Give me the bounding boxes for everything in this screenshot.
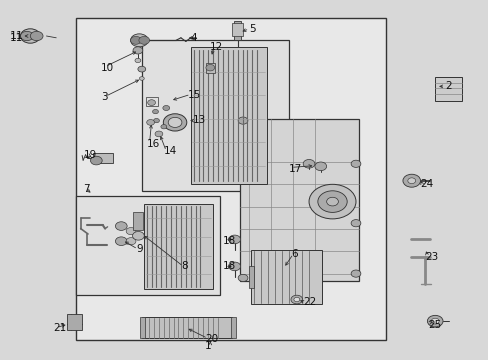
Text: 3: 3 (101, 92, 108, 102)
Circle shape (303, 159, 314, 168)
Circle shape (350, 220, 360, 227)
Bar (249, 266, 254, 288)
Circle shape (135, 58, 141, 63)
Bar (142, 317, 232, 338)
Text: 9: 9 (136, 244, 142, 254)
Text: 23: 23 (425, 252, 438, 262)
Bar (231, 23, 243, 36)
Bar (140, 317, 145, 338)
Text: 13: 13 (193, 114, 206, 125)
Text: 21: 21 (53, 323, 66, 333)
Text: 16: 16 (146, 139, 160, 149)
Text: 18: 18 (222, 261, 235, 271)
Circle shape (20, 31, 33, 41)
Circle shape (350, 270, 360, 277)
Text: 22: 22 (303, 297, 316, 307)
Bar (67, 314, 82, 330)
Circle shape (90, 156, 102, 165)
Circle shape (153, 118, 159, 123)
Text: 7: 7 (83, 184, 90, 194)
Text: 5: 5 (249, 24, 256, 34)
Text: 4: 4 (190, 33, 197, 43)
Text: 12: 12 (210, 42, 223, 52)
Circle shape (163, 114, 186, 131)
Circle shape (20, 29, 40, 43)
Text: 20: 20 (205, 334, 218, 344)
Circle shape (163, 105, 169, 111)
Circle shape (161, 125, 166, 129)
Text: 1: 1 (204, 341, 211, 351)
Bar (76, 18, 386, 340)
Circle shape (168, 117, 182, 127)
Bar (93, 153, 113, 163)
Circle shape (126, 238, 136, 245)
Circle shape (139, 77, 144, 80)
Text: 10: 10 (101, 63, 114, 73)
Text: 24: 24 (420, 179, 433, 189)
Bar (239, 119, 359, 281)
Circle shape (228, 262, 240, 271)
Circle shape (152, 109, 158, 114)
Bar (205, 63, 214, 73)
Circle shape (228, 235, 240, 244)
Circle shape (30, 31, 43, 41)
Circle shape (293, 297, 299, 302)
Circle shape (115, 237, 127, 246)
Circle shape (155, 131, 163, 137)
Circle shape (290, 295, 302, 304)
Circle shape (132, 231, 144, 240)
Circle shape (138, 66, 145, 72)
Circle shape (402, 174, 420, 187)
Bar (190, 47, 266, 184)
Bar (145, 97, 158, 106)
Text: 19: 19 (84, 150, 97, 160)
Circle shape (350, 160, 360, 167)
Circle shape (238, 117, 247, 124)
Circle shape (317, 191, 346, 212)
Text: 6: 6 (290, 249, 297, 259)
Bar (142, 40, 288, 191)
Text: 25: 25 (427, 320, 440, 330)
Bar (230, 317, 235, 338)
Text: 11: 11 (10, 31, 24, 41)
Bar (76, 196, 220, 295)
Circle shape (115, 222, 127, 230)
Circle shape (130, 36, 141, 44)
Text: 2: 2 (444, 81, 451, 91)
Circle shape (407, 178, 415, 184)
Circle shape (130, 34, 148, 47)
Bar (233, 21, 241, 40)
Circle shape (314, 162, 326, 171)
Text: 8: 8 (181, 261, 187, 271)
Bar (250, 250, 321, 304)
Text: 17: 17 (288, 164, 301, 174)
Circle shape (308, 184, 355, 219)
Circle shape (139, 36, 149, 44)
Circle shape (133, 47, 142, 54)
Circle shape (146, 120, 154, 125)
Circle shape (427, 315, 442, 327)
Text: 15: 15 (188, 90, 201, 100)
Text: 11: 11 (10, 33, 23, 43)
Bar (133, 212, 143, 230)
Circle shape (238, 274, 247, 282)
Text: 14: 14 (163, 146, 177, 156)
Bar (144, 204, 212, 289)
Circle shape (147, 100, 155, 105)
Circle shape (205, 64, 214, 71)
Text: 18: 18 (222, 236, 235, 246)
Circle shape (326, 197, 338, 206)
Circle shape (430, 318, 438, 324)
Circle shape (126, 228, 136, 235)
Bar (434, 77, 461, 101)
